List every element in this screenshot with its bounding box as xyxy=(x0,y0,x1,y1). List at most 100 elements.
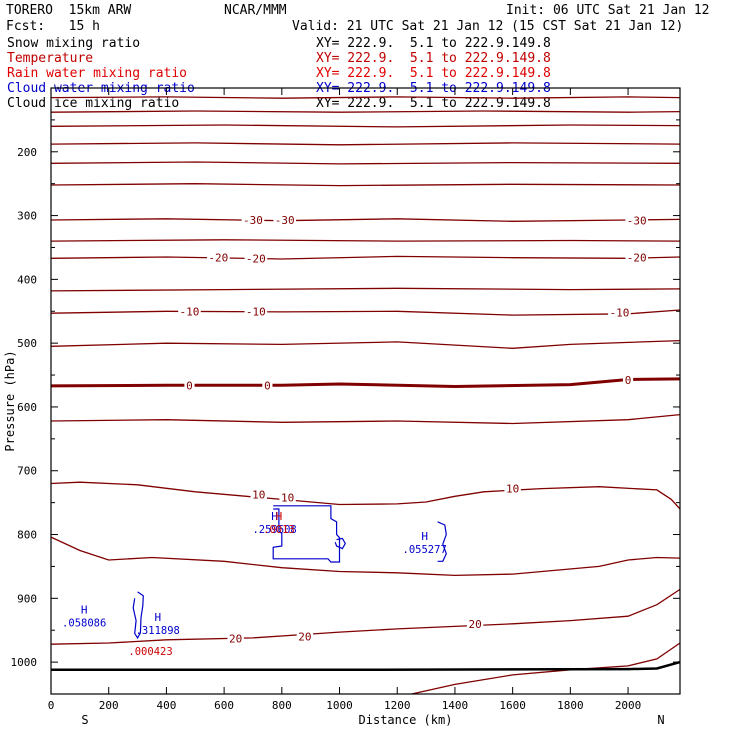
y-tick-label: 300 xyxy=(17,210,37,223)
x-tick-label: 600 xyxy=(214,699,234,712)
isotherm-label-bg xyxy=(262,379,273,392)
x-tick-label: 800 xyxy=(272,699,292,712)
isotherm-label: -20 xyxy=(246,252,266,265)
extremum-high-marker: H xyxy=(271,510,278,523)
isotherm-label: -30 xyxy=(275,214,295,227)
cloud-water-contours xyxy=(132,505,447,640)
isotherm-label-bg xyxy=(244,252,268,265)
extremum-value: .055277 xyxy=(403,544,447,556)
isotherm-label: 0 xyxy=(625,374,632,387)
x-tick-label: 1000 xyxy=(326,699,353,712)
init-time: Init: 06 UTC Sat 21 Jan 12 xyxy=(506,3,710,18)
extremum-value: .0013 xyxy=(263,524,295,536)
extremum-value: .259608 xyxy=(252,524,296,536)
field-name: Rain water mixing ratio xyxy=(7,66,188,81)
isotherm-label: -10 xyxy=(180,305,200,318)
x-tick-label: 1600 xyxy=(499,699,526,712)
isotherm-line xyxy=(51,239,680,242)
isotherm-label-bg xyxy=(184,379,195,392)
isotherm-line xyxy=(51,96,680,99)
extremum-value: .058086 xyxy=(62,617,106,629)
isotherm-label: 10 xyxy=(506,483,519,496)
isotherm-line xyxy=(51,218,680,222)
ground-surface xyxy=(51,660,680,672)
isotherm-label-bg xyxy=(244,305,268,318)
isotherm-line xyxy=(51,309,680,316)
y-axis-title: Pressure (hPa) xyxy=(3,350,17,451)
isotherm-label: -10 xyxy=(609,307,629,320)
valid-time: Valid: 21 UTC Sat 21 Jan 12 (15 CST Sat … xyxy=(292,19,684,34)
y-tick-label: 700 xyxy=(17,465,37,478)
y-tick-label: 1000 xyxy=(11,656,38,669)
y-tick-label: 500 xyxy=(17,337,37,350)
extremum-high-marker: H xyxy=(421,530,428,543)
isotherm-label: 20 xyxy=(229,633,242,646)
x-tick-label: 1400 xyxy=(442,699,469,712)
isotherm-label: -10 xyxy=(246,305,266,318)
field-cross-section-xy: XY= 222.9. 5.1 to 222.9.149.8 xyxy=(316,36,551,51)
extremum-high-marker: H xyxy=(81,603,88,616)
field-cross-section-xy: XY= 222.9. 5.1 to 222.9.149.8 xyxy=(316,66,551,81)
isotherm-line xyxy=(51,142,680,146)
plot-frame xyxy=(50,87,681,695)
x-tick-label: 1800 xyxy=(557,699,584,712)
isotherm-label-bg xyxy=(625,214,649,227)
isotherm-line xyxy=(51,536,680,577)
isotherm-label-bg xyxy=(227,632,244,645)
isotherm-label: -20 xyxy=(627,252,647,265)
isotherm-label: -30 xyxy=(243,214,263,227)
forecast-hour: Fcst: 15 h xyxy=(6,19,100,34)
isotherm-label: 10 xyxy=(281,492,294,505)
isotherm-label-bg xyxy=(250,488,267,501)
isotherm-label-bg xyxy=(273,214,297,227)
isotherm-line xyxy=(51,287,680,292)
isotherm-line xyxy=(51,110,680,113)
extremum-value: .000423 xyxy=(128,646,172,658)
cloud-water-contour xyxy=(132,591,144,640)
isotherm-label-bg xyxy=(466,617,484,630)
x-tick-label: 200 xyxy=(99,699,119,712)
x-tick-label: 2000 xyxy=(615,699,642,712)
field-name: Temperature xyxy=(7,51,94,66)
extremum-high-marker: H xyxy=(276,510,283,523)
x-end-label-north: N xyxy=(657,713,664,727)
model-title: TORERO 15km ARW xyxy=(6,3,132,18)
cloud-water-contour xyxy=(437,521,447,562)
x-tick-label: 0 xyxy=(48,699,55,712)
isotherm-line xyxy=(51,255,680,260)
isotherm-line xyxy=(51,183,680,187)
field-cross-section-xy: XY= 222.9. 5.1 to 222.9.149.8 xyxy=(316,51,551,66)
isotherm-label: 0 xyxy=(186,379,193,392)
isotherm-line xyxy=(51,481,680,510)
isotherm-label-bg xyxy=(178,305,201,318)
plot-axes: 0 200 400 600 800 1000 1200 1400 1600 1800 2000200… xyxy=(3,87,681,727)
extremum-high-marker: H xyxy=(154,611,161,624)
isotherm-label-bg xyxy=(625,251,649,264)
center-title: NCAR/MMM xyxy=(224,3,287,18)
isotherm-label-bg xyxy=(241,214,265,227)
y-tick-label: 400 xyxy=(17,273,37,286)
isotherm-label-bg xyxy=(504,482,521,495)
x-end-label-south: S xyxy=(81,713,88,727)
x-tick-label: 1200 xyxy=(384,699,411,712)
isotherm-label-bg xyxy=(608,306,631,319)
isotherm-line xyxy=(51,588,680,645)
y-tick-label: 800 xyxy=(17,529,37,542)
field-cross-section-xy: XY= 222.9. 5.1 to 222.9.149.8 xyxy=(316,96,551,111)
temperature-contours xyxy=(51,96,680,694)
field-name: Snow mixing ratio xyxy=(7,36,141,51)
x-tick-label: 400 xyxy=(156,699,176,712)
isotherm-label: -20 xyxy=(208,252,228,265)
isotherm-line xyxy=(51,413,680,425)
cloud-water-contour xyxy=(272,505,341,563)
isotherm-line xyxy=(51,161,680,165)
cloud-water-contour xyxy=(334,537,346,550)
isotherm-label: 20 xyxy=(298,631,311,644)
isotherm-label-bg xyxy=(279,491,296,504)
isotherm-label-bg xyxy=(207,251,230,264)
x-axis-title: Distance (km) xyxy=(359,713,453,727)
contour-labels: -30 -30 -30 -20 -20 -20 -10 -10 -10 0 0 0 10 10 10 20 20… xyxy=(62,214,649,658)
isotherm-label: 20 xyxy=(469,618,482,631)
isotherm-label-bg xyxy=(296,630,314,643)
